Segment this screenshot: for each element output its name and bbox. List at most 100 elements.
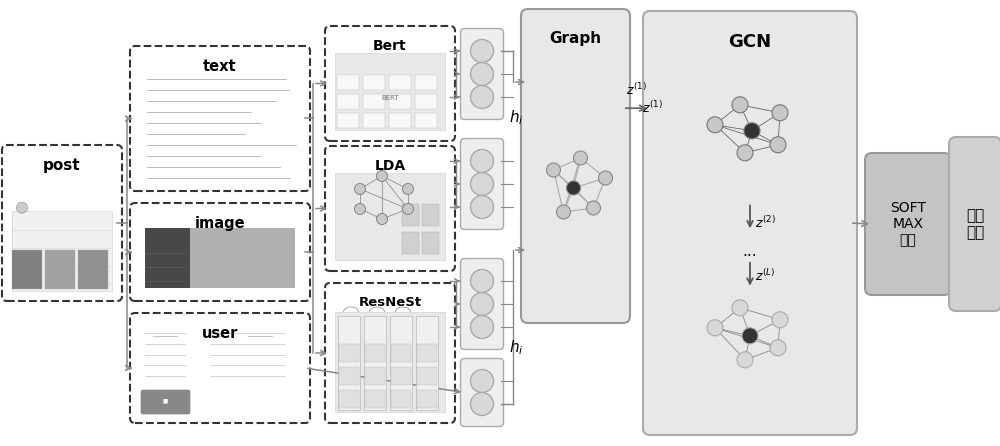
- Circle shape: [471, 269, 494, 293]
- Bar: [389, 113, 411, 128]
- Circle shape: [354, 183, 365, 194]
- Bar: [391, 390, 411, 408]
- Bar: [415, 75, 437, 90]
- Circle shape: [742, 328, 758, 344]
- Circle shape: [598, 171, 612, 185]
- Bar: [402, 232, 419, 254]
- Circle shape: [772, 105, 788, 121]
- Bar: [365, 390, 385, 408]
- Text: Graph: Graph: [549, 31, 602, 46]
- Bar: [145, 228, 295, 288]
- Circle shape: [471, 392, 494, 416]
- FancyBboxPatch shape: [461, 139, 504, 230]
- Circle shape: [471, 149, 494, 173]
- Bar: [363, 113, 385, 128]
- Text: user: user: [202, 326, 238, 341]
- Bar: [45, 250, 75, 289]
- Bar: [417, 344, 437, 362]
- Bar: [78, 250, 108, 289]
- Bar: [339, 390, 359, 408]
- Bar: [12, 250, 42, 289]
- Text: $z^{(1)}$: $z^{(1)}$: [642, 100, 663, 116]
- Circle shape: [376, 214, 388, 224]
- Circle shape: [546, 163, 560, 177]
- Circle shape: [770, 340, 786, 356]
- Circle shape: [707, 320, 723, 336]
- FancyBboxPatch shape: [949, 137, 1000, 311]
- Text: $z^{(1)}$: $z^{(1)}$: [626, 83, 647, 98]
- Bar: [416, 316, 438, 410]
- Text: ...: ...: [743, 244, 757, 259]
- Bar: [390, 316, 412, 410]
- FancyBboxPatch shape: [130, 203, 310, 301]
- FancyBboxPatch shape: [141, 390, 190, 414]
- FancyBboxPatch shape: [865, 153, 951, 295]
- Bar: [339, 344, 359, 362]
- Circle shape: [471, 173, 494, 195]
- Bar: [422, 232, 439, 254]
- Circle shape: [471, 195, 494, 219]
- Circle shape: [402, 203, 414, 215]
- Bar: [363, 75, 385, 90]
- Text: BERT: BERT: [381, 95, 399, 101]
- Circle shape: [354, 203, 365, 215]
- Circle shape: [471, 315, 494, 339]
- Bar: [402, 204, 419, 226]
- FancyBboxPatch shape: [643, 11, 857, 435]
- Text: GCN: GCN: [728, 33, 772, 51]
- Text: ■: ■: [162, 398, 168, 404]
- Bar: [391, 367, 411, 385]
- Circle shape: [566, 181, 580, 195]
- Circle shape: [471, 40, 494, 62]
- Text: ResNeSt: ResNeSt: [358, 296, 422, 309]
- FancyBboxPatch shape: [325, 146, 455, 271]
- Bar: [422, 204, 439, 226]
- Bar: [365, 344, 385, 362]
- Circle shape: [732, 97, 748, 113]
- Bar: [389, 94, 411, 109]
- Text: LDA: LDA: [374, 159, 406, 173]
- Circle shape: [556, 205, 570, 219]
- Bar: [391, 344, 411, 362]
- Circle shape: [376, 170, 388, 182]
- Circle shape: [737, 352, 753, 368]
- Bar: [415, 94, 437, 109]
- Circle shape: [770, 137, 786, 153]
- Bar: [417, 390, 437, 408]
- Circle shape: [737, 145, 753, 161]
- Circle shape: [772, 312, 788, 328]
- Text: $h_i$: $h_i$: [509, 339, 524, 357]
- Circle shape: [471, 369, 494, 392]
- Text: $h_i$: $h_i$: [509, 109, 524, 128]
- Bar: [337, 94, 359, 109]
- Circle shape: [574, 151, 588, 165]
- Circle shape: [586, 201, 600, 215]
- Text: post: post: [43, 158, 81, 173]
- Bar: [339, 367, 359, 385]
- Bar: [338, 316, 360, 410]
- Circle shape: [707, 117, 723, 133]
- FancyBboxPatch shape: [2, 145, 122, 301]
- Text: image: image: [195, 216, 245, 231]
- Text: $z^{(2)}$: $z^{(2)}$: [755, 215, 776, 231]
- Circle shape: [471, 86, 494, 108]
- Text: 是否
谣言: 是否 谣言: [966, 208, 984, 240]
- Bar: [364, 316, 386, 410]
- Bar: [335, 173, 445, 260]
- Text: Bert: Bert: [373, 39, 407, 53]
- FancyBboxPatch shape: [325, 26, 455, 141]
- Bar: [335, 53, 445, 130]
- Bar: [12, 211, 112, 291]
- FancyBboxPatch shape: [461, 259, 504, 350]
- Circle shape: [744, 123, 760, 139]
- FancyBboxPatch shape: [461, 29, 504, 120]
- Circle shape: [471, 293, 494, 315]
- Text: text: text: [203, 59, 237, 74]
- Circle shape: [471, 62, 494, 86]
- Bar: [335, 312, 445, 412]
- Text: $z^{(L)}$: $z^{(L)}$: [755, 268, 775, 284]
- FancyBboxPatch shape: [130, 46, 310, 191]
- FancyBboxPatch shape: [130, 313, 310, 423]
- FancyBboxPatch shape: [325, 283, 455, 423]
- Bar: [363, 94, 385, 109]
